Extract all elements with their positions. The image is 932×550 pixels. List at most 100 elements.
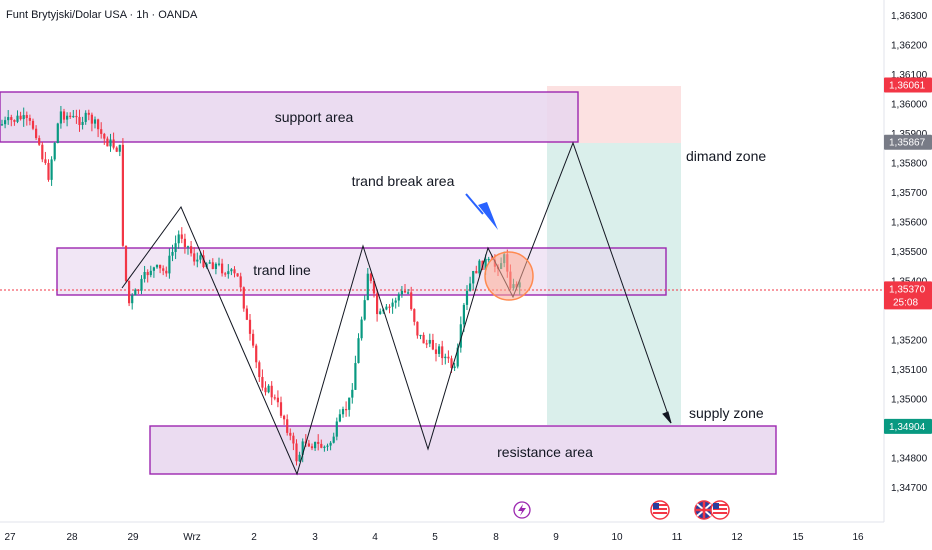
time-tick-label: Wrz bbox=[183, 532, 201, 543]
candle bbox=[81, 116, 84, 130]
trend-break-circle[interactable] bbox=[484, 251, 534, 301]
candle bbox=[400, 285, 403, 298]
candle bbox=[53, 141, 56, 162]
candle bbox=[335, 417, 338, 441]
candle bbox=[152, 266, 155, 278]
candle bbox=[431, 333, 434, 351]
candle bbox=[258, 360, 261, 383]
symbol-title: Funt Brytyjski/Dolar USA · 1h · OANDA bbox=[6, 9, 198, 21]
candle bbox=[155, 264, 159, 269]
candle bbox=[261, 369, 264, 391]
supply-zone-label: supply zone bbox=[689, 405, 764, 421]
candle bbox=[124, 245, 128, 284]
price-tick-label: 1,35700 bbox=[891, 188, 928, 199]
candle bbox=[323, 445, 326, 452]
support-area-zone[interactable] bbox=[0, 91, 579, 143]
candle bbox=[31, 118, 35, 131]
candle bbox=[66, 112, 69, 127]
candle bbox=[50, 156, 53, 186]
candle bbox=[394, 297, 397, 309]
candle bbox=[159, 264, 162, 274]
price-tick-label: 1,35900 bbox=[891, 129, 928, 140]
time-axis[interactable]: 27 28 29 Wrz 2 3 4 5 8 9 10 11 12 15 16 bbox=[0, 521, 884, 543]
candle bbox=[186, 245, 190, 255]
candle bbox=[28, 114, 31, 126]
candle bbox=[264, 381, 267, 396]
candle bbox=[131, 293, 134, 310]
candle bbox=[106, 136, 109, 147]
candle bbox=[245, 305, 248, 321]
candle bbox=[196, 252, 199, 268]
svg-text:1,36061: 1,36061 bbox=[889, 81, 926, 92]
candle bbox=[19, 111, 22, 121]
candle bbox=[326, 443, 329, 451]
candle bbox=[289, 428, 292, 441]
candle bbox=[419, 334, 422, 340]
candle bbox=[428, 333, 431, 348]
candle bbox=[459, 316, 462, 353]
trend-break-arrow[interactable] bbox=[465, 193, 484, 215]
candle bbox=[360, 316, 363, 341]
price-axis[interactable]: 1,363001,362001,361001,360001,359001,358… bbox=[883, 0, 932, 522]
svg-text:1,35867: 1,35867 bbox=[889, 138, 926, 149]
candle bbox=[453, 362, 456, 371]
candle bbox=[22, 107, 25, 127]
candle bbox=[69, 112, 72, 119]
candle bbox=[348, 397, 351, 417]
candle bbox=[366, 268, 369, 301]
candle bbox=[16, 110, 19, 124]
candle bbox=[162, 265, 165, 276]
price-tick-label: 1,35200 bbox=[891, 336, 928, 347]
candle bbox=[0, 119, 4, 126]
price-tick-label: 1,34800 bbox=[891, 454, 928, 465]
candle bbox=[224, 271, 227, 277]
svg-text:1,35370: 1,35370 bbox=[889, 284, 926, 295]
candle bbox=[168, 248, 171, 279]
candle bbox=[363, 295, 366, 321]
trend-line-zone[interactable] bbox=[56, 247, 667, 296]
trend-line-label: trand line bbox=[253, 262, 311, 278]
trend-break-label: trand break area bbox=[352, 173, 455, 189]
candle bbox=[317, 434, 320, 451]
candle bbox=[128, 280, 131, 307]
candle bbox=[171, 244, 174, 262]
resistance-area-zone[interactable] bbox=[149, 425, 777, 475]
candle bbox=[391, 298, 394, 314]
candle bbox=[239, 272, 242, 292]
us-flag-event-icon[interactable] bbox=[650, 500, 670, 520]
us-flag-event-icon[interactable] bbox=[710, 500, 730, 520]
lightning-event-icon[interactable] bbox=[513, 501, 531, 519]
candle bbox=[174, 235, 177, 260]
candle bbox=[338, 409, 341, 423]
candle bbox=[438, 343, 441, 358]
price-tick-label: 1,36300 bbox=[891, 11, 928, 22]
zigzag-projection-line[interactable] bbox=[121, 141, 672, 476]
candle bbox=[397, 292, 400, 307]
candle bbox=[273, 394, 276, 401]
gb-flag-event-icon[interactable] bbox=[694, 500, 714, 520]
price-tick-label: 1,35100 bbox=[891, 365, 928, 376]
price-tick-label: 1,34700 bbox=[891, 483, 928, 494]
candle bbox=[193, 247, 196, 266]
candle bbox=[165, 266, 168, 277]
price-badge: 1,35867 bbox=[884, 134, 932, 150]
candle bbox=[140, 275, 143, 295]
candle bbox=[345, 401, 348, 417]
candle bbox=[301, 438, 304, 463]
candle bbox=[252, 329, 255, 348]
candle bbox=[307, 439, 310, 448]
candle bbox=[190, 240, 193, 257]
candle bbox=[310, 443, 314, 451]
candle bbox=[434, 343, 438, 362]
time-tick-label: 8 bbox=[493, 532, 499, 543]
candle bbox=[487, 256, 490, 263]
candle bbox=[441, 340, 444, 366]
candle bbox=[410, 286, 413, 311]
candle bbox=[72, 109, 75, 118]
candle bbox=[369, 272, 372, 284]
candle bbox=[137, 288, 140, 294]
time-tick-label: 27 bbox=[4, 532, 16, 543]
candle bbox=[236, 273, 239, 277]
candle bbox=[286, 414, 289, 436]
